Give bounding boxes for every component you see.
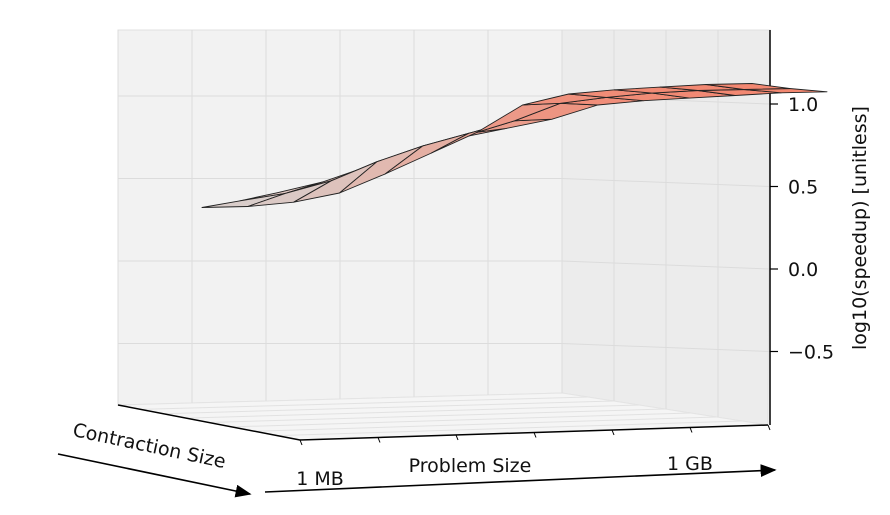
floor-grid-line	[163, 400, 614, 415]
floor-grid-line	[186, 404, 640, 419]
x-axis-label: Problem Size	[409, 455, 532, 477]
x-tick-mark	[533, 432, 537, 438]
z-tick-label: 1.0	[788, 94, 818, 116]
y-axis-line	[117, 404, 301, 441]
x-direction-arrow	[264, 464, 777, 493]
floor-grid-line	[231, 412, 691, 428]
side-grid-hline	[561, 343, 771, 352]
x-tick-label-first: 1 MB	[296, 468, 344, 490]
x-tick-mark	[767, 424, 771, 431]
speedup-surface	[201, 83, 828, 208]
floor-grid-line	[140, 396, 588, 410]
grid-lines	[117, 30, 771, 417]
side-grid-hline	[561, 178, 771, 187]
x-tick-mark	[377, 437, 381, 443]
z-axis-ticks: 1.0 0.5 0.0 −0.5	[770, 94, 834, 364]
floor-grid-line	[254, 416, 717, 432]
y-direction-arrow	[57, 453, 252, 498]
x-tick-mark	[611, 429, 615, 436]
floor-grid-line	[208, 408, 666, 423]
y-axis-label: Contraction Size	[71, 419, 228, 473]
surface-facet	[705, 83, 790, 90]
x-axis-ticks	[299, 424, 771, 446]
x-tick-mark	[455, 434, 459, 441]
floor-grid	[140, 396, 743, 437]
x-tick-mark	[299, 439, 303, 446]
side-grid-hline	[561, 260, 771, 270]
z-tick-label: −0.5	[788, 342, 834, 364]
x-tick-label-last: 1 GB	[667, 453, 713, 475]
floor-grid-line	[277, 420, 743, 437]
x-tick-mark	[689, 427, 693, 433]
z-tick-label: 0.5	[788, 177, 818, 199]
z-axis-label: log10(speedup) [unitless]	[849, 106, 871, 350]
z-tick-label: 0.0	[788, 259, 818, 281]
